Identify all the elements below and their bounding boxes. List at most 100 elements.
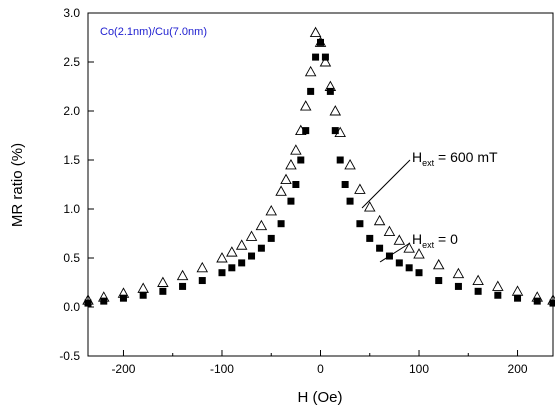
data-point [354,183,366,194]
annotation: Hext = 600 mT [412,149,498,168]
data-point [257,244,265,252]
data-point [228,264,236,272]
data-point [324,80,337,91]
data-point [549,299,555,307]
y-tick-label: 0.5 [63,251,80,265]
data-point [307,87,315,95]
data-point [226,246,238,257]
data-point [216,252,228,263]
y-tick-label: 3.0 [63,6,80,20]
data-point [432,258,445,270]
data-point [295,124,307,136]
data-point [341,181,349,188]
data-point [176,269,189,281]
data-point [280,173,292,185]
y-tick-label: 2.0 [63,104,80,118]
data-point [514,294,522,302]
data-point [218,269,226,277]
data-point [292,181,300,188]
y-tick-label: -0.5 [59,349,80,363]
x-tick-label: -100 [210,362,234,376]
leader-line [361,159,411,209]
y-tick-label: 1.0 [63,202,80,216]
data-point [179,282,187,290]
data-point [84,299,92,307]
data-point [159,287,167,295]
data-point [312,53,320,61]
data-point [309,26,322,38]
data-point [405,264,413,272]
data-point [395,259,403,267]
data-point [413,248,425,259]
annotation-sub: ext [422,158,435,168]
data-point [317,38,324,46]
data-point [346,197,354,205]
data-point [373,214,386,226]
data-point [302,127,310,135]
data-point [403,242,415,253]
data-point [119,294,127,302]
y-tick-label: 2.5 [63,55,80,69]
data-point [472,274,484,285]
y-tick-label: 1.5 [63,153,80,167]
data-point [344,158,356,170]
data-point [314,36,327,47]
data-point [336,156,344,164]
data-point [494,291,502,299]
data-point [245,230,258,241]
x-tick-label: 100 [409,362,429,376]
data-point [196,261,209,273]
data-point [265,205,278,216]
data-point [277,220,285,228]
data-point [452,267,465,279]
data-point [235,239,248,250]
data-point [275,185,287,196]
data-point [319,56,332,67]
annotation-main: H [412,149,422,165]
data-point [297,156,305,164]
data-point [299,100,312,111]
data-point [137,282,149,293]
x-tick-label: 0 [317,362,324,376]
data-point [117,287,130,298]
chart-title: Co(2.1nm)/Cu(7.0nm) [100,26,207,38]
data-point [393,234,406,245]
data-point [435,277,443,285]
data-point [531,291,544,302]
data-point [356,220,364,228]
data-point [287,197,295,205]
data-point [248,252,256,260]
data-point [547,294,555,305]
x-axis-label: H (Oe) [298,389,343,406]
data-point [97,291,110,302]
data-point [363,201,376,212]
data-point [304,65,317,77]
data-point [492,280,504,291]
data-point [334,126,346,138]
data-point [290,144,302,155]
data-point [139,291,147,299]
data-point [329,105,342,116]
data-point [255,219,268,231]
data-point [366,234,374,242]
data-point [157,276,169,287]
y-tick-label: 0.0 [63,300,80,314]
data-point [198,277,206,285]
data-point [376,244,384,252]
data-point [454,282,462,290]
x-tick-label: 200 [508,362,528,376]
data-point [238,259,246,267]
data-point [385,252,393,260]
annotation: Hext = 0 [412,231,458,250]
annotation-sub: ext [422,240,435,250]
data-point [511,285,524,296]
data-point [285,158,297,170]
annotation-rest: = 0 [434,231,458,247]
data-point [415,269,423,277]
leader-line [379,242,411,263]
data-point [326,87,334,95]
data-point [383,225,396,236]
annotation-rest: = 600 mT [434,149,498,165]
data-point [474,287,482,295]
